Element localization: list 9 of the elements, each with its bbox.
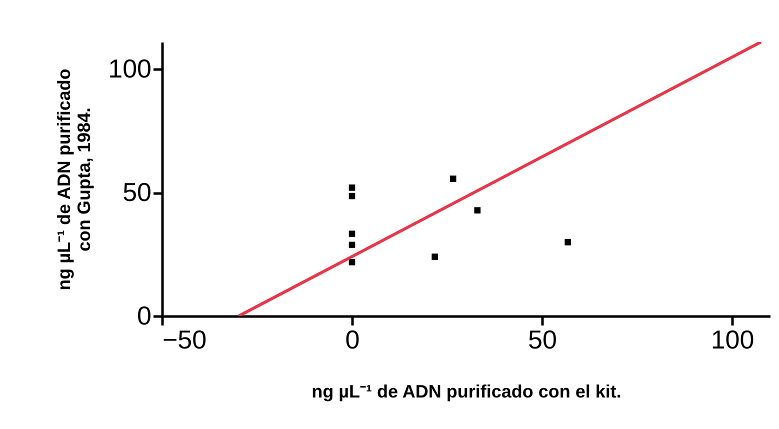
x-tick-label: 50 <box>528 324 557 354</box>
y-axis-title: ng µL⁻¹ de ADN purificado con Gupta, 1984. <box>54 68 94 290</box>
x-tick-label: 100 <box>710 324 754 354</box>
y-tick-label: 0 <box>137 300 152 330</box>
x-axis-title: ng µL⁻¹ de ADN purificado con el kit. <box>312 382 622 402</box>
y-tick-label: 50 <box>122 177 152 208</box>
y-tick-label: 100 <box>108 54 152 84</box>
x-tick-label: −50 <box>162 324 207 354</box>
x-tick-label: 0 <box>345 324 360 354</box>
